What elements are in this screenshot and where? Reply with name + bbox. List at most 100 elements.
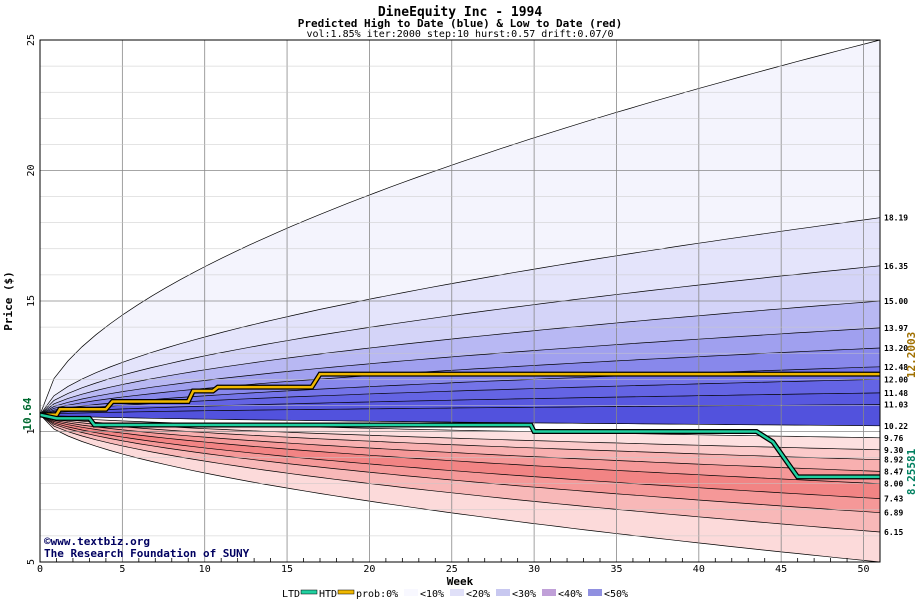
upper-band-fill — [40, 327, 880, 415]
legend-swatch — [496, 589, 510, 596]
legend-swatch — [588, 589, 602, 596]
band-boundary-line — [39, 347, 881, 416]
chart-subtitle: Predicted High to Date (blue) & Low to D… — [298, 17, 623, 30]
legend-swatch — [404, 589, 418, 596]
chart-params: vol:1.85% iter:2000 step:10 hurst:0.57 d… — [306, 29, 613, 40]
lower-band-fill — [40, 414, 880, 450]
band-boundary-line — [39, 39, 881, 415]
x-tick-label: 15 — [281, 564, 293, 575]
legend-item-label: <30% — [512, 589, 536, 600]
upper-band-fill — [40, 379, 880, 415]
band-value-label: 11.48 — [884, 389, 908, 398]
upper-band-fill — [40, 301, 880, 415]
band-value-label: 10.22 — [884, 422, 908, 431]
band-value-label: 8.00 — [884, 480, 903, 489]
band-boundary-line — [39, 414, 881, 472]
band-value-label: 13.97 — [884, 324, 908, 333]
legend-item-label: <40% — [558, 589, 582, 600]
band-boundary-line — [39, 392, 881, 416]
band-boundary-line — [39, 414, 881, 533]
lower-band-fill — [40, 414, 880, 472]
x-tick-label: 35 — [610, 564, 622, 575]
band-value-label: 8.47 — [884, 467, 903, 476]
band-value-label: 11.03 — [884, 401, 908, 410]
band-boundary-line — [39, 414, 881, 563]
band-value-label: 12.48 — [884, 363, 908, 372]
band-value-label: 8.92 — [884, 456, 903, 465]
band-boundary-line — [39, 414, 881, 514]
band-value-label: 9.30 — [884, 446, 903, 455]
watermark-foundation: The Research Foundation of SUNY — [44, 547, 250, 560]
x-tick-label: 10 — [199, 564, 211, 575]
y-axis-label: Price ($) — [2, 271, 15, 331]
x-tick-label: 0 — [37, 564, 43, 575]
band-boundary-line — [39, 414, 881, 461]
lower-band-fill — [40, 414, 880, 460]
probability-bands — [39, 39, 881, 563]
legend-ltd-swatch — [300, 589, 318, 595]
upper-band-fill — [40, 404, 880, 426]
x-axis-label: Week — [447, 575, 474, 588]
y-tick-label: 25 — [26, 34, 37, 46]
legend-htd-label: HTD — [319, 589, 337, 600]
legend-swatch — [450, 589, 464, 596]
band-boundary-line — [39, 366, 881, 416]
x-tick-label: 20 — [363, 564, 375, 575]
band-labels: 18.19 16.35 15.00 13.97 13.20 12.48 12.00 11.48… — [884, 214, 908, 537]
band-value-label: 15.00 — [884, 297, 908, 306]
legend-items: <10% <20% <30% <40% <50% — [404, 589, 628, 600]
x-tick-label: 50 — [858, 564, 870, 575]
htd-final-label: 12.2003 — [905, 332, 918, 378]
y-tick-label: 15 — [26, 295, 37, 307]
upper-band-fill — [40, 392, 880, 415]
lower-band-fill — [40, 414, 880, 562]
lower-band-fill — [40, 414, 880, 499]
band-boundary-line — [39, 217, 881, 416]
band-value-label: 7.43 — [884, 495, 903, 504]
band-value-label: 6.15 — [884, 528, 903, 537]
legend-swatch — [542, 589, 556, 596]
legend-htd-swatch — [337, 589, 355, 595]
band-value-label: 12.00 — [884, 375, 908, 384]
band-boundary-line — [39, 300, 881, 416]
series-lines — [39, 371, 880, 480]
x-tick-label: 5 — [119, 564, 125, 575]
x-tick-label: 45 — [775, 564, 787, 575]
legend-item-label: <10% — [420, 589, 444, 600]
ltd-final-label: 8.25581 — [905, 448, 918, 495]
band-value-label: 6.89 — [884, 509, 903, 518]
upper-band-fill — [40, 40, 880, 415]
upper-band-fill — [40, 348, 880, 415]
band-value-label: 9.76 — [884, 434, 903, 443]
legend-item-label: <50% — [604, 589, 628, 600]
legend-item-label: <20% — [466, 589, 490, 600]
start-price-label: 10.64 — [21, 397, 34, 430]
lower-band-fill — [40, 414, 880, 532]
x-tick-label: 25 — [446, 564, 458, 575]
band-boundary-line — [39, 414, 881, 427]
band-boundary-line — [39, 414, 881, 499]
upper-band-fill — [40, 217, 880, 415]
legend-ltd-label: LTD — [282, 589, 300, 600]
y-tick-label: 5 — [26, 559, 37, 565]
y-tick-label: 1 — [26, 428, 37, 434]
x-tick-label: 40 — [693, 564, 705, 575]
legend-prob-label: prob:0% — [356, 589, 398, 600]
plot-frame — [39, 39, 881, 563]
lower-band-fill — [40, 414, 880, 484]
x-tick-label: 30 — [528, 564, 540, 575]
htd-series-line — [40, 372, 880, 417]
upper-band-fill — [40, 265, 880, 415]
band-value-label: 18.19 — [884, 214, 908, 223]
chart-title: DineEquity Inc - 1994 — [378, 5, 543, 20]
y-tick-label: 20 — [26, 164, 37, 176]
band-boundary-line — [39, 265, 881, 416]
grid — [39, 39, 881, 563]
legend: LTD HTD prob:0% <10% <20% <30% <40% <50% — [282, 589, 628, 600]
watermark-copyright: ©www.textbiz.org — [44, 535, 150, 548]
band-boundary-line — [39, 414, 881, 485]
band-value-label: 13.20 — [884, 344, 908, 353]
lower-band-fill — [40, 414, 880, 513]
